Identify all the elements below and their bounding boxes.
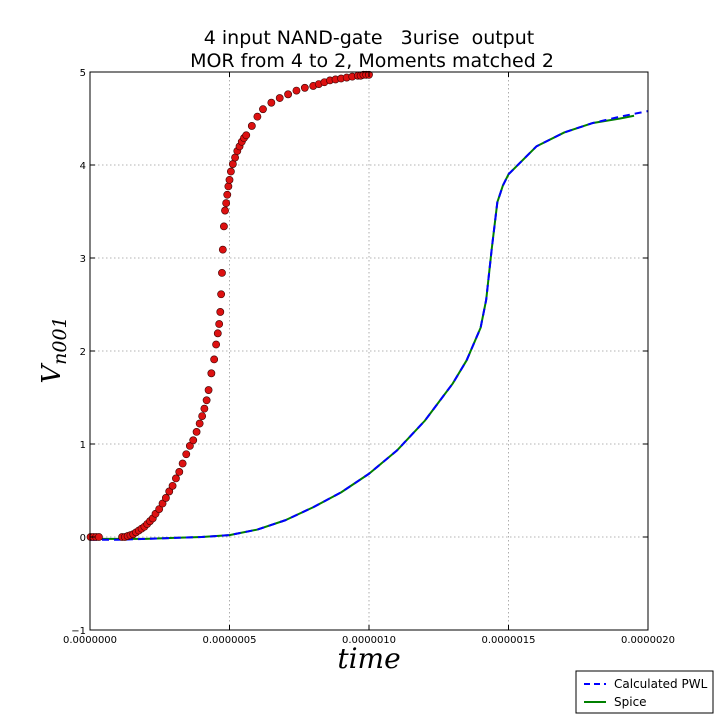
series-group — [90, 110, 648, 541]
data-point — [242, 131, 251, 140]
x-tick-label: 0.0000005 — [202, 635, 256, 646]
chart-title: 4 input NAND-gate 3urise output — [204, 27, 534, 49]
x-tick-label: 0.0000015 — [481, 635, 535, 646]
data-point — [200, 404, 209, 413]
data-point — [204, 386, 213, 394]
x-tick-labels: 0.0000000 0.0000005 0.0000010 0.0000015 0.00… — [63, 635, 675, 646]
data-point — [182, 450, 191, 459]
series-line-spice — [90, 114, 635, 540]
data-point — [168, 481, 177, 490]
data-point — [226, 167, 235, 176]
svg-text:Vn001: Vn001 — [37, 316, 71, 383]
axis-ticks — [89, 71, 649, 631]
data-point — [275, 94, 284, 102]
data-point — [195, 419, 204, 428]
data-point — [253, 112, 262, 121]
y-tick-label: 5 — [80, 68, 86, 79]
legend-label-spice: Spice — [614, 695, 647, 709]
data-point — [267, 98, 276, 107]
series-markers — [86, 70, 373, 541]
data-point — [207, 369, 216, 378]
data-point — [215, 320, 224, 328]
legend-box — [575, 670, 714, 714]
y-tick-label: 4 — [80, 161, 86, 172]
data-point — [300, 83, 309, 92]
x-tick-label: 0.0000020 — [621, 635, 675, 646]
data-point — [221, 206, 229, 215]
data-point — [202, 396, 211, 405]
data-point — [292, 86, 301, 95]
data-point — [217, 290, 226, 299]
data-point — [192, 428, 201, 436]
chart-subtitle: MOR from 4 to 2, Moments matched 2 — [190, 50, 554, 72]
data-point — [175, 467, 184, 476]
x-tick-label: 0.0000000 — [63, 635, 117, 646]
data-point — [216, 308, 225, 316]
data-point — [218, 245, 227, 254]
data-point — [213, 329, 222, 338]
plot-area — [86, 70, 648, 541]
y-axis-label: Vn001 — [37, 316, 71, 383]
data-point — [172, 474, 180, 483]
data-point — [284, 90, 292, 99]
data-point — [224, 182, 233, 191]
data-point — [198, 412, 207, 420]
data-point — [231, 153, 239, 162]
data-point — [212, 340, 221, 349]
legend: Calculated PWL Spice — [575, 670, 714, 714]
data-point — [178, 459, 187, 468]
legend-label-calculated-pwl: Calculated PWL — [614, 677, 708, 691]
x-axis-label: time — [337, 642, 400, 675]
data-point — [247, 122, 256, 130]
data-point — [259, 105, 267, 114]
y-tick-label: 0 — [80, 533, 86, 544]
y-tick-labels: −1 0 1 2 3 4 5 — [71, 68, 86, 637]
data-point — [161, 494, 170, 502]
data-point — [95, 533, 103, 541]
y-tick-label: 2 — [80, 347, 86, 358]
y-tick-label: 1 — [80, 440, 86, 451]
data-point — [223, 190, 232, 199]
x-tick-label: 0.0000010 — [342, 635, 396, 646]
y-axis-label-subscript: n001 — [49, 316, 71, 365]
data-point — [222, 199, 231, 208]
data-point — [210, 355, 219, 364]
data-point — [220, 222, 228, 231]
data-point — [218, 268, 226, 277]
y-axis-label-main: V — [37, 363, 67, 384]
y-tick-label: −1 — [71, 626, 86, 637]
data-point — [189, 436, 198, 445]
y-tick-label: 3 — [80, 254, 86, 265]
data-point — [228, 160, 237, 168]
data-point — [225, 175, 234, 184]
